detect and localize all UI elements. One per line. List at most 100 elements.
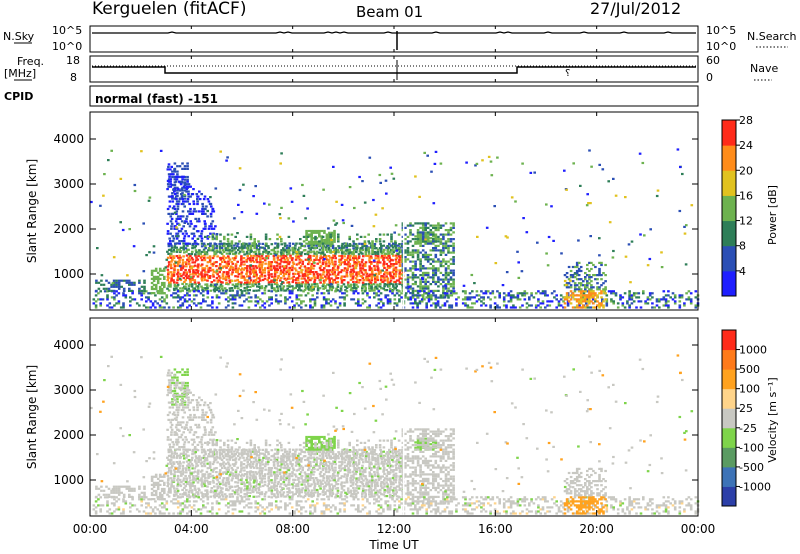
echo-cell — [584, 284, 587, 287]
echo-cell — [183, 167, 187, 170]
echo-cell — [209, 491, 213, 494]
echo-cell — [338, 304, 342, 307]
echo-cell — [184, 200, 187, 203]
echo-cell — [307, 258, 310, 261]
echo-cell — [236, 271, 240, 274]
echo-cell — [221, 273, 225, 276]
echo-cell — [400, 251, 403, 254]
echo-cell — [188, 298, 191, 301]
echo-cell — [169, 471, 173, 474]
echo-cell — [388, 302, 392, 305]
echo-cell — [584, 286, 587, 289]
echo-cell — [230, 466, 234, 470]
echo-cell — [612, 290, 615, 293]
echo-cell — [168, 469, 171, 472]
echo-cell — [233, 244, 236, 247]
echo-cell — [196, 275, 200, 278]
echo-cell — [307, 450, 310, 454]
echo-cell — [307, 256, 310, 260]
echo-cell — [629, 281, 632, 284]
echo-cell — [257, 250, 261, 253]
echo-cell — [138, 304, 141, 307]
echo-cell — [328, 231, 331, 234]
echo-cell — [292, 275, 295, 278]
echo-cell — [284, 302, 287, 305]
echo-cell — [170, 227, 173, 230]
echo-cell — [195, 457, 198, 460]
echo-cell — [214, 458, 218, 461]
echo-cell — [411, 278, 415, 281]
echo-cell — [471, 290, 474, 293]
echo-cell — [169, 254, 172, 257]
echo-cell — [521, 294, 524, 297]
echo-cell — [312, 470, 316, 473]
echo-cell — [310, 483, 313, 486]
echo-cell — [240, 477, 244, 480]
echo-cell — [343, 255, 346, 258]
echo-cell — [191, 453, 194, 456]
echo-cell — [314, 240, 317, 243]
echo-cell — [304, 475, 308, 478]
echo-cell — [444, 271, 448, 274]
echo-cell — [598, 274, 601, 277]
echo-cell — [579, 290, 583, 293]
echo-cell — [541, 290, 545, 293]
echo-cell — [419, 251, 422, 254]
echo-cell — [315, 242, 319, 245]
echo-cell — [184, 247, 188, 250]
echo-cell — [323, 281, 326, 284]
echo-cell — [188, 464, 192, 467]
echo-cell — [307, 229, 311, 233]
echo-cell — [325, 240, 329, 243]
echo-cell — [414, 242, 417, 245]
echo-cell — [340, 269, 344, 272]
echo-cell — [124, 296, 128, 299]
echo-cell — [414, 235, 417, 238]
echo-cell — [269, 280, 273, 284]
echo-cell — [667, 300, 670, 303]
echo-cell — [398, 294, 401, 297]
echo-cell — [327, 298, 330, 301]
echo-cell — [680, 294, 684, 297]
echo-cell — [175, 281, 179, 284]
echo-cell — [452, 290, 456, 293]
echo-cell — [361, 252, 364, 255]
echo-cell — [324, 485, 327, 488]
echo-cell — [421, 240, 425, 243]
echo-cell — [242, 466, 246, 469]
echo-cell — [236, 269, 239, 272]
echo-cell — [291, 247, 294, 250]
echo-cell — [409, 222, 412, 225]
echo-cell — [222, 461, 225, 464]
echo-cell — [388, 266, 391, 269]
echo-cell — [245, 477, 249, 480]
echo-cell — [598, 163, 601, 166]
echo-cell — [251, 489, 254, 492]
echo-cell — [419, 244, 422, 247]
echo-cell — [176, 448, 179, 451]
echo-cell — [318, 259, 321, 262]
echo-cell — [626, 300, 629, 303]
echo-cell — [168, 237, 171, 240]
echo-cell — [322, 287, 325, 290]
echo-cell — [200, 456, 203, 459]
echo-cell — [279, 300, 283, 303]
echo-cell — [375, 240, 378, 243]
echo-cell — [143, 279, 146, 282]
echo-cell — [230, 246, 234, 249]
echo-cell — [371, 247, 374, 250]
echo-cell — [398, 298, 401, 301]
echo-cell — [439, 296, 443, 299]
echo-cell — [191, 244, 194, 247]
echo-cell — [315, 244, 318, 247]
echo-cell — [170, 222, 174, 225]
echo-cell — [336, 248, 340, 252]
echo-cell — [182, 454, 185, 457]
echo-cell — [255, 460, 259, 463]
echo-cell — [307, 493, 310, 496]
echo-cell — [444, 269, 448, 272]
echo-cell — [274, 254, 278, 257]
echo-cell — [648, 292, 652, 295]
echo-cell — [392, 254, 395, 257]
echo-cell — [357, 271, 361, 274]
